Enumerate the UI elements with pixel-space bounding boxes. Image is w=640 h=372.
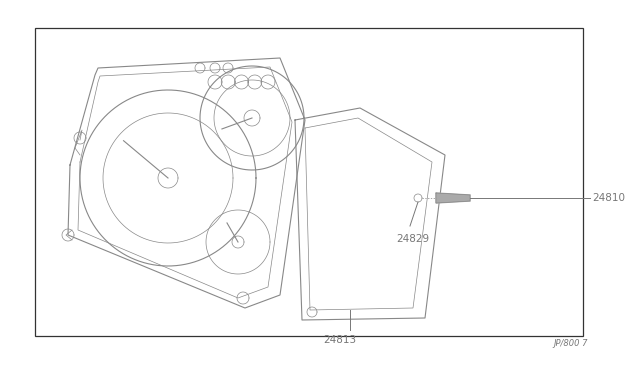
Text: 24829: 24829 xyxy=(396,234,429,244)
Text: 24813: 24813 xyxy=(323,335,356,345)
Text: JP/800 7: JP/800 7 xyxy=(554,339,588,348)
Bar xyxy=(35,28,583,336)
Text: 24810: 24810 xyxy=(592,193,625,203)
Polygon shape xyxy=(436,193,470,203)
